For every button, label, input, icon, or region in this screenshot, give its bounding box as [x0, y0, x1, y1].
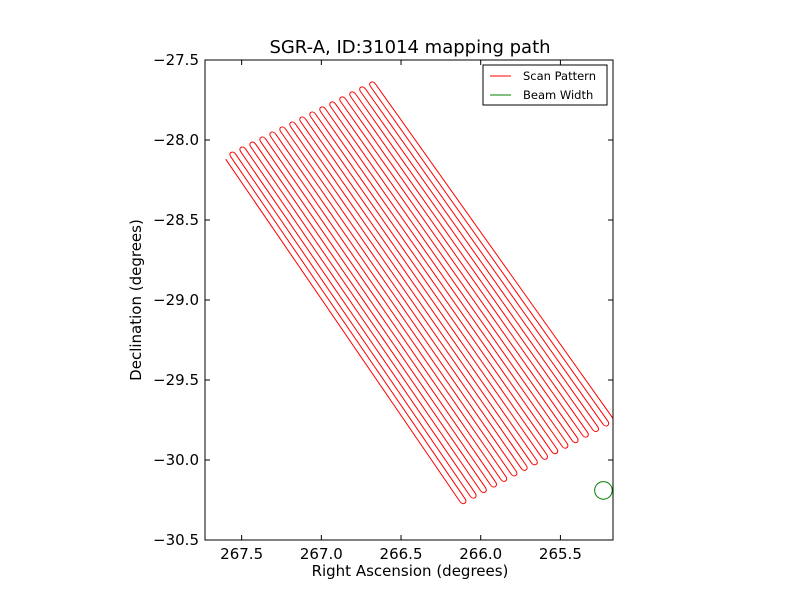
axis-ticks: 267.5 267.0 266.5 266.0 265.5 −27.5 −28.0 −28.5…	[153, 51, 613, 563]
y-tick-label: −29.5	[153, 371, 199, 389]
x-tick-label: 265.5	[539, 545, 582, 563]
legend-box	[482, 64, 608, 106]
y-tick-label: −28.0	[153, 131, 199, 149]
x-tick-label: 267.0	[300, 545, 343, 563]
x-axis-title: Right Ascension (degrees)	[312, 562, 509, 580]
beam-width-circle	[594, 481, 613, 500]
y-tick-label: −30.0	[153, 451, 199, 469]
scan-pattern-line	[225, 81, 613, 505]
y-axis-title: Declination (degrees)	[127, 219, 145, 381]
y-tick-label: −29.0	[153, 291, 199, 309]
y-tick-label: −30.5	[153, 531, 199, 549]
legend-label-beam-width: Beam Width	[523, 88, 593, 102]
x-tick-label: 266.0	[459, 545, 502, 563]
x-tick-label: 266.5	[380, 545, 423, 563]
chart-title: SGR-A, ID:31014 mapping path	[269, 37, 550, 58]
x-tick-label: 267.5	[220, 545, 263, 563]
legend-label-scan-pattern: Scan Pattern	[523, 69, 596, 83]
legend: Scan Pattern Beam Width	[482, 64, 608, 106]
plot-area	[225, 81, 613, 505]
y-tick-label: −28.5	[153, 211, 199, 229]
y-tick-label: −27.5	[153, 51, 199, 69]
